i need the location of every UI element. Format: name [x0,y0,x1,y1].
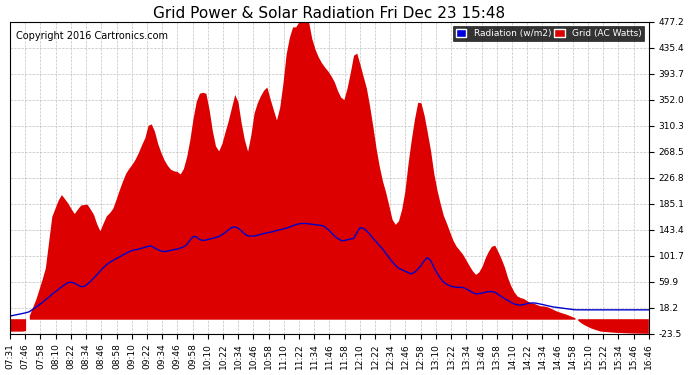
Text: Copyright 2016 Cartronics.com: Copyright 2016 Cartronics.com [17,31,168,41]
Title: Grid Power & Solar Radiation Fri Dec 23 15:48: Grid Power & Solar Radiation Fri Dec 23 … [153,6,506,21]
Legend: Radiation (w/m2), Grid (AC Watts): Radiation (w/m2), Grid (AC Watts) [453,26,644,40]
